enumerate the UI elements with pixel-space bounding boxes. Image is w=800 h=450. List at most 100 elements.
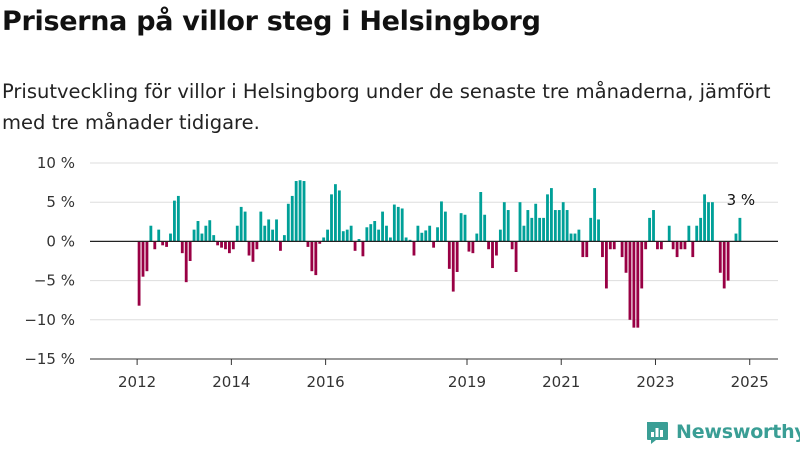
bar bbox=[137, 241, 141, 306]
bar bbox=[534, 203, 538, 242]
bar bbox=[365, 227, 369, 242]
bar bbox=[169, 233, 172, 242]
bar bbox=[612, 241, 616, 250]
bar bbox=[648, 217, 652, 242]
bar bbox=[337, 190, 341, 242]
chart-subtitle: Prisutveckling för villor i Helsingborg … bbox=[2, 80, 771, 134]
bar bbox=[224, 241, 227, 250]
bar bbox=[436, 227, 439, 242]
bar bbox=[707, 202, 710, 242]
bar bbox=[385, 225, 388, 242]
bar bbox=[227, 241, 231, 254]
bar bbox=[263, 225, 267, 242]
bar bbox=[408, 239, 412, 242]
bar bbox=[424, 230, 428, 242]
bar bbox=[699, 217, 703, 242]
bar bbox=[471, 241, 475, 254]
bar bbox=[447, 241, 451, 269]
bar bbox=[341, 231, 345, 242]
bar bbox=[259, 211, 263, 242]
bar bbox=[506, 210, 510, 242]
bar bbox=[388, 237, 392, 242]
bar bbox=[290, 195, 294, 242]
bar bbox=[604, 241, 608, 289]
bar bbox=[498, 229, 502, 242]
bar bbox=[644, 241, 648, 250]
bar bbox=[538, 217, 542, 242]
bar bbox=[235, 225, 239, 242]
bar bbox=[550, 188, 553, 242]
bar bbox=[161, 241, 165, 246]
bar bbox=[208, 220, 212, 242]
bar bbox=[683, 241, 687, 250]
bar bbox=[377, 229, 381, 242]
bar bbox=[601, 241, 604, 258]
bar bbox=[357, 239, 361, 242]
bar bbox=[231, 241, 235, 250]
bar bbox=[608, 241, 612, 250]
bar bbox=[200, 233, 204, 242]
bar bbox=[569, 233, 573, 242]
bar bbox=[565, 210, 569, 242]
bar bbox=[369, 224, 373, 242]
bar bbox=[577, 229, 581, 242]
bar bbox=[581, 241, 585, 258]
bar bbox=[282, 235, 286, 242]
bar bbox=[157, 229, 161, 242]
bar bbox=[180, 241, 184, 254]
bar bbox=[381, 211, 384, 242]
bar bbox=[667, 225, 671, 242]
bar bbox=[302, 181, 306, 242]
bar bbox=[428, 225, 432, 242]
x-tick-label: 2025 bbox=[731, 373, 769, 391]
bar bbox=[495, 241, 498, 256]
bar bbox=[687, 225, 691, 242]
bar bbox=[212, 235, 216, 242]
bar bbox=[659, 241, 663, 250]
bar bbox=[420, 232, 424, 242]
x-tick-label: 2012 bbox=[118, 373, 156, 391]
bar bbox=[400, 208, 404, 242]
bar bbox=[220, 241, 223, 248]
bar bbox=[620, 241, 624, 258]
bar bbox=[502, 202, 506, 242]
bar bbox=[483, 214, 487, 242]
bar bbox=[487, 241, 490, 250]
bar bbox=[463, 214, 467, 242]
chart-title: Priserna på villor steg i Helsingborg bbox=[2, 6, 541, 37]
bar bbox=[440, 201, 443, 242]
bar bbox=[451, 241, 455, 292]
bar bbox=[695, 225, 699, 242]
bar bbox=[306, 241, 310, 247]
bar bbox=[734, 233, 738, 242]
newsworthy-logo[interactable]: Newsworthy bbox=[644, 419, 800, 445]
bar bbox=[722, 241, 726, 289]
bar bbox=[557, 210, 561, 242]
bar bbox=[361, 241, 365, 257]
bar bbox=[597, 219, 600, 242]
bar bbox=[691, 241, 695, 258]
y-tick-label: 10 % bbox=[37, 154, 75, 172]
bar bbox=[455, 241, 459, 272]
bar bbox=[184, 241, 188, 283]
bar bbox=[526, 210, 530, 242]
y-tick-label: −15 % bbox=[24, 350, 75, 368]
bar bbox=[192, 229, 196, 242]
bar bbox=[255, 241, 259, 250]
bar bbox=[239, 206, 243, 242]
y-tick-label: −5 % bbox=[34, 272, 75, 290]
bar bbox=[514, 241, 518, 272]
bar bbox=[176, 195, 180, 242]
bar bbox=[656, 241, 659, 250]
bar bbox=[188, 241, 192, 261]
bar bbox=[636, 241, 640, 328]
bar bbox=[711, 202, 714, 242]
bar bbox=[479, 192, 483, 242]
bar bbox=[585, 241, 589, 258]
bar bbox=[652, 210, 655, 242]
bar bbox=[443, 211, 447, 242]
newsworthy-logo-icon bbox=[647, 422, 668, 444]
bar bbox=[412, 241, 416, 256]
bar bbox=[475, 233, 479, 242]
bar bbox=[671, 241, 675, 250]
